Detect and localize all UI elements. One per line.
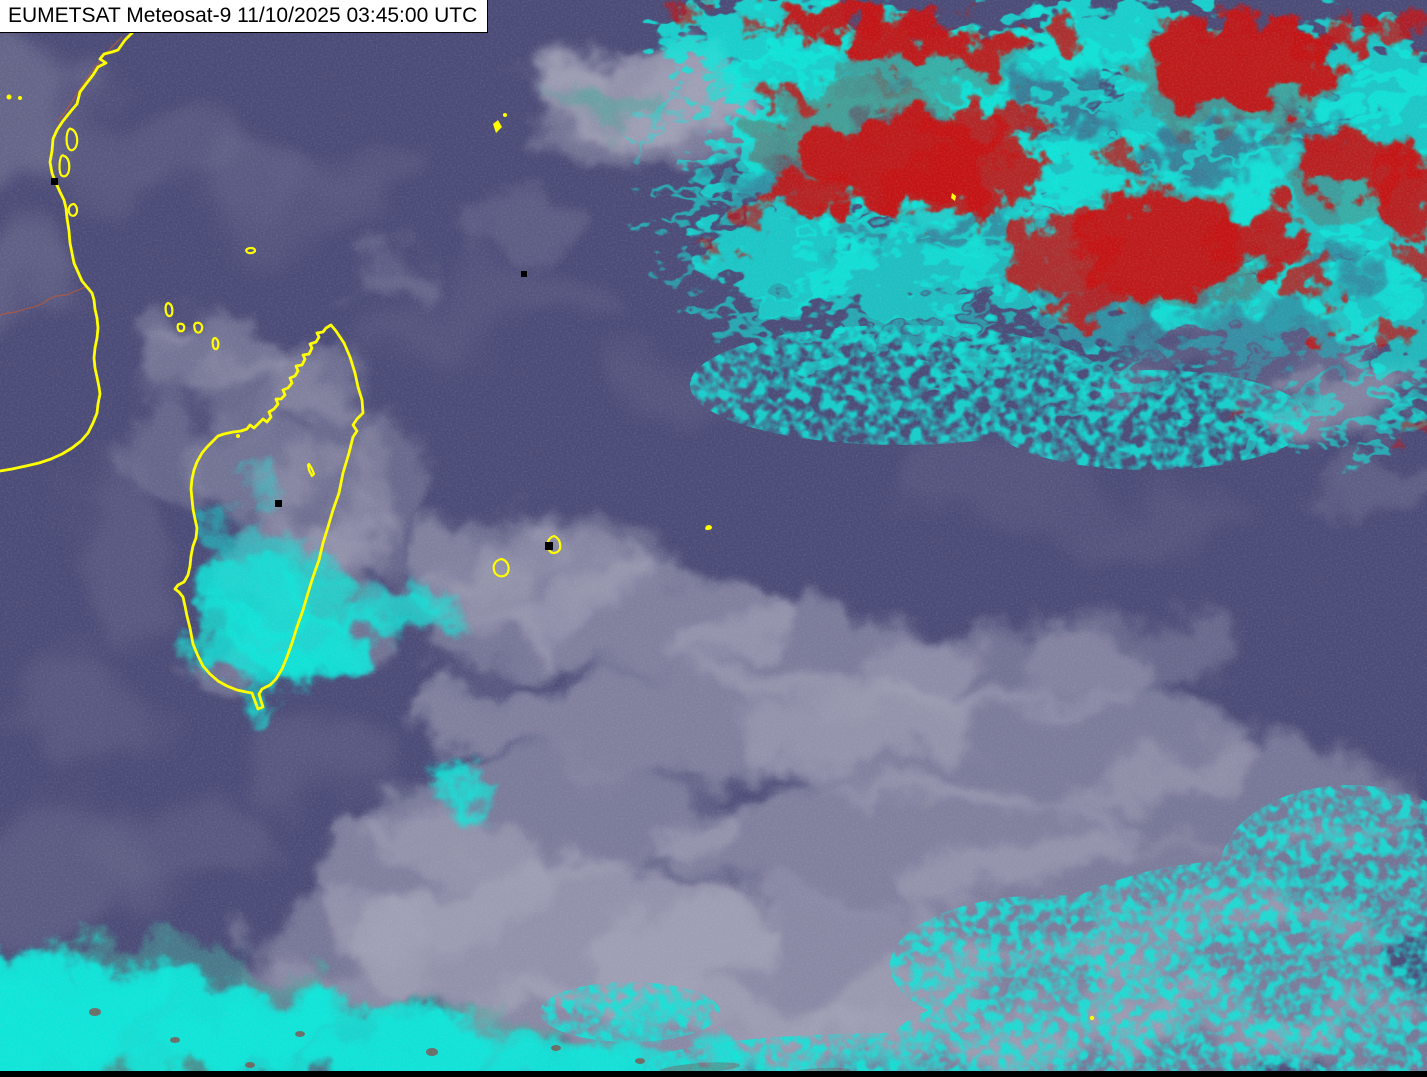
location-marker bbox=[521, 271, 527, 277]
island-reunion bbox=[492, 557, 510, 578]
map-overlays bbox=[0, 31, 1095, 1021]
location-markers bbox=[51, 178, 553, 550]
island-zanzibar bbox=[58, 154, 71, 178]
island-aldabra bbox=[245, 246, 257, 255]
island-mayotte bbox=[211, 336, 220, 351]
island-tromelin bbox=[951, 193, 956, 201]
island-mafia bbox=[67, 202, 79, 217]
timestamp-label: EUMETSAT Meteosat-9 11/10/2025 03:45:00 … bbox=[0, 0, 489, 33]
coastline-madagascar bbox=[173, 323, 365, 711]
location-marker bbox=[545, 542, 553, 550]
country-border-line bbox=[0, 286, 87, 316]
island-pemba bbox=[65, 127, 79, 152]
island-grande-comore bbox=[164, 301, 174, 318]
location-marker bbox=[51, 178, 58, 185]
location-marker bbox=[275, 500, 282, 507]
bottom-edge-bar bbox=[0, 1071, 1427, 1077]
island-moheli bbox=[176, 322, 186, 333]
island-seychelles-dot bbox=[503, 113, 507, 117]
small-island-dot bbox=[18, 96, 22, 100]
country-border-line bbox=[57, 36, 123, 122]
small-island-dot bbox=[1089, 1015, 1095, 1021]
island-sainte-marie bbox=[306, 462, 316, 478]
small-island-dot bbox=[6, 94, 12, 100]
island-juan-de-nova bbox=[236, 434, 240, 438]
island-mauritius bbox=[546, 534, 562, 555]
island-rodrigues bbox=[705, 524, 712, 531]
island-seychelles bbox=[493, 120, 502, 133]
coastline-africa bbox=[0, 31, 134, 473]
island-anjouan bbox=[193, 321, 204, 334]
